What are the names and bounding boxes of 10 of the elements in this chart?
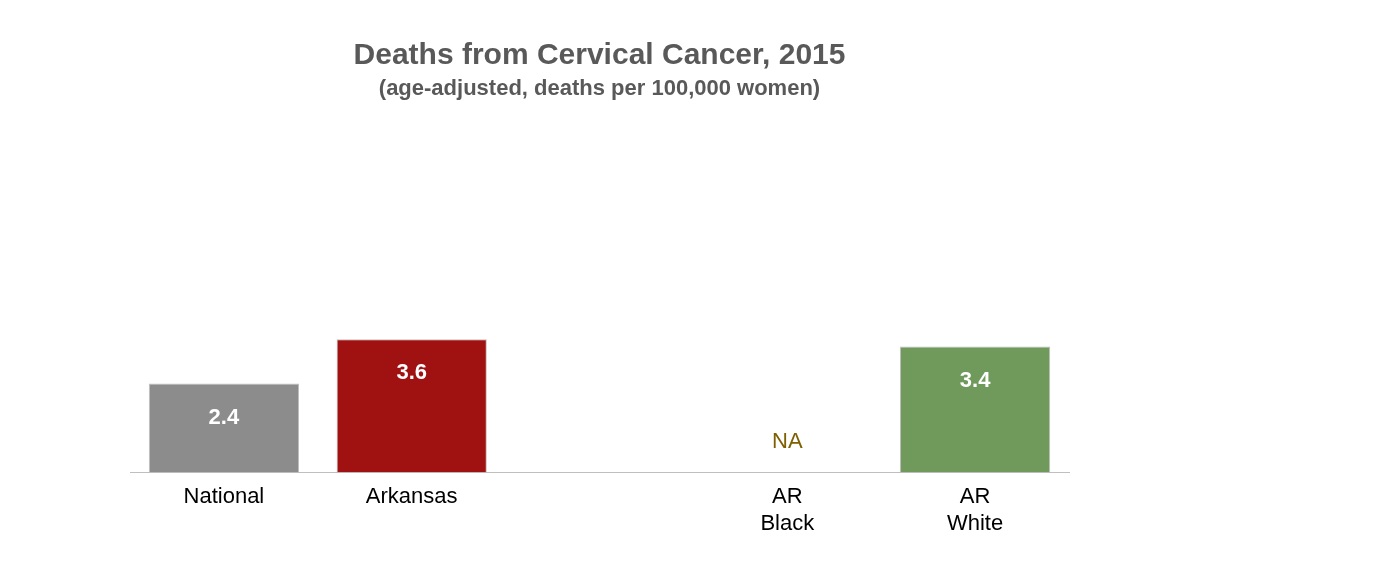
data-label: 2.4 [208, 403, 240, 429]
x-tick-label: National [183, 483, 265, 509]
data-label: 3.4 [959, 366, 992, 392]
data-label: 3.6 [396, 359, 427, 385]
x-tick-label: AR White [946, 483, 1004, 535]
text: NA [772, 428, 803, 454]
chart-subtitle: (age-adjusted, deaths per 100,000 women) [378, 75, 821, 101]
x-tick-label: AR Black [760, 483, 816, 535]
x-tick-label: Arkansas [365, 483, 458, 509]
chart-title: Deaths from Cervical Cancer, 2015 [353, 37, 846, 71]
